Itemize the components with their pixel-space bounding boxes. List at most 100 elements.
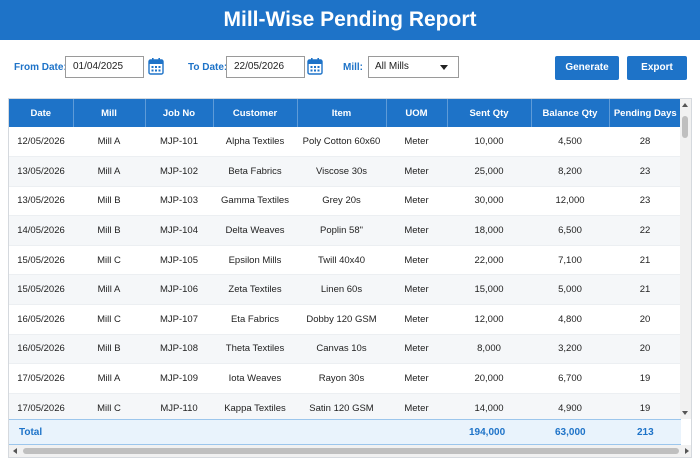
cell-customer: Zeta Textiles	[213, 274, 297, 306]
cell-sent-qty: 12,000	[447, 304, 531, 335]
cell-mill: Mill A	[73, 156, 145, 187]
cell-customer: Delta Weaves	[213, 215, 297, 246]
cell-balance-qty: 4,900	[531, 393, 609, 424]
scrollbar-thumb[interactable]	[23, 448, 679, 454]
scroll-down-icon[interactable]	[682, 411, 688, 415]
scroll-up-icon[interactable]	[682, 103, 688, 107]
cell-date: 12/05/2026	[9, 127, 73, 158]
from-date-input[interactable]: 01/04/2025	[65, 56, 144, 78]
table-header-row: Date Mill Job No Customer Item UOM Sent …	[9, 99, 681, 127]
table-row[interactable]: 12/05/2026 Mill A MJP-101 Alpha Textiles Pol…	[9, 127, 681, 158]
column-header-job-no[interactable]: Job No	[145, 99, 214, 127]
table-row[interactable]: 15/05/2026 Mill A MJP-106 Zeta Textiles Line…	[9, 274, 681, 306]
table-row[interactable]: 17/05/2026 Mill A MJP-109 Iota Weaves Rayon …	[9, 363, 681, 394]
cell-sent-qty: 30,000	[447, 186, 531, 217]
cell-customer: Alpha Textiles	[213, 127, 297, 158]
cell-balance-qty: 6,700	[531, 363, 609, 394]
cell-pending-days: 19	[609, 393, 681, 424]
cell-job-no: MJP-103	[145, 186, 213, 217]
mill-label: Mill:	[343, 62, 363, 73]
cell-balance-qty: 7,100	[531, 245, 609, 276]
cell-item: Satin 120 GSM	[297, 393, 386, 424]
cell-pending-days: 23	[609, 156, 681, 187]
total-label: Total	[19, 427, 43, 438]
column-header-uom[interactable]: UOM	[386, 99, 448, 127]
column-header-balance-qty[interactable]: Balance Qty	[531, 99, 610, 127]
cell-date: 17/05/2026	[9, 393, 73, 424]
scrollbar-thumb[interactable]	[682, 116, 688, 138]
report-grid: Date Mill Job No Customer Item UOM Sent …	[8, 98, 692, 458]
cell-date: 14/05/2026	[9, 215, 73, 246]
column-header-item[interactable]: Item	[297, 99, 387, 127]
cell-mill: Mill A	[73, 363, 145, 394]
cell-date: 15/05/2026	[9, 245, 73, 276]
cell-item: Linen 60s	[297, 274, 386, 306]
cell-item: Viscose 30s	[297, 156, 386, 187]
column-header-date[interactable]: Date	[9, 99, 74, 127]
cell-job-no: MJP-108	[145, 334, 213, 365]
cell-uom: Meter	[386, 245, 447, 276]
cell-date: 13/05/2026	[9, 156, 73, 187]
cell-balance-qty: 4,500	[531, 127, 609, 158]
cell-pending-days: 22	[609, 215, 681, 246]
cell-sent-qty: 15,000	[447, 274, 531, 306]
total-balance-qty: 63,000	[555, 427, 586, 438]
calendar-icon[interactable]	[307, 57, 323, 75]
cell-balance-qty: 6,500	[531, 215, 609, 246]
cell-balance-qty: 3,200	[531, 334, 609, 365]
mill-select[interactable]: All Mills	[368, 56, 459, 78]
cell-item: Poplin 58"	[297, 215, 386, 246]
cell-uom: Meter	[386, 127, 447, 158]
page-title: Mill-Wise Pending Report	[0, 0, 700, 40]
cell-date: 16/05/2026	[9, 304, 73, 335]
cell-pending-days: 20	[609, 304, 681, 335]
cell-balance-qty: 4,800	[531, 304, 609, 335]
cell-uom: Meter	[386, 156, 447, 187]
cell-date: 15/05/2026	[9, 274, 73, 306]
column-header-customer[interactable]: Customer	[213, 99, 298, 127]
table-row[interactable]: 13/05/2026 Mill B MJP-103 Gamma Textiles Gre…	[9, 186, 681, 217]
table-row[interactable]: 15/05/2026 Mill C MJP-105 Epsilon Mills Twil…	[9, 245, 681, 276]
cell-item: Canvas 10s	[297, 334, 386, 365]
generate-button[interactable]: Generate	[555, 56, 619, 80]
cell-customer: Eta Fabrics	[213, 304, 297, 335]
cell-pending-days: 23	[609, 186, 681, 217]
horizontal-scrollbar[interactable]	[9, 445, 691, 457]
column-header-sent-qty[interactable]: Sent Qty	[447, 99, 532, 127]
cell-date: 13/05/2026	[9, 186, 73, 217]
cell-mill: Mill B	[73, 186, 145, 217]
total-sent-qty: 194,000	[469, 427, 506, 438]
table-row[interactable]: 14/05/2026 Mill B MJP-104 Delta Weaves Popli…	[9, 215, 681, 246]
cell-customer: Epsilon Mills	[213, 245, 297, 276]
calendar-icon[interactable]	[148, 57, 164, 75]
table-row[interactable]: 16/05/2026 Mill C MJP-107 Eta Fabrics Dobby …	[9, 304, 681, 335]
scroll-right-icon[interactable]	[685, 448, 689, 454]
column-header-mill[interactable]: Mill	[73, 99, 146, 127]
cell-pending-days: 19	[609, 363, 681, 394]
cell-date: 17/05/2026	[9, 363, 73, 394]
cell-job-no: MJP-101	[145, 127, 213, 158]
cell-customer: Kappa Textiles	[213, 393, 297, 424]
cell-job-no: MJP-109	[145, 363, 213, 394]
cell-sent-qty: 18,000	[447, 215, 531, 246]
cell-balance-qty: 5,000	[531, 274, 609, 306]
cell-job-no: MJP-105	[145, 245, 213, 276]
cell-sent-qty: 14,000	[447, 393, 531, 424]
column-header-pending-days[interactable]: Pending Days	[609, 99, 681, 127]
export-button[interactable]: Export	[627, 56, 687, 80]
cell-item: Grey 20s	[297, 186, 386, 217]
total-pending-days: 213	[637, 427, 654, 438]
total-row: Total 194,000 63,000 213	[9, 419, 681, 445]
cell-mill: Mill C	[73, 304, 145, 335]
cell-sent-qty: 20,000	[447, 363, 531, 394]
cell-job-no: MJP-107	[145, 304, 213, 335]
to-date-input[interactable]: 22/05/2026	[226, 56, 305, 78]
cell-item: Twill 40x40	[297, 245, 386, 276]
cell-item: Poly Cotton 60x60	[297, 127, 386, 158]
chevron-down-icon	[440, 65, 448, 70]
scroll-left-icon[interactable]	[13, 448, 17, 454]
vertical-scrollbar[interactable]	[680, 99, 691, 419]
table-row[interactable]: 13/05/2026 Mill A MJP-102 Beta Fabrics Visco…	[9, 156, 681, 187]
table-row[interactable]: 16/05/2026 Mill B MJP-108 Theta Textiles Can…	[9, 334, 681, 365]
cell-sent-qty: 25,000	[447, 156, 531, 187]
